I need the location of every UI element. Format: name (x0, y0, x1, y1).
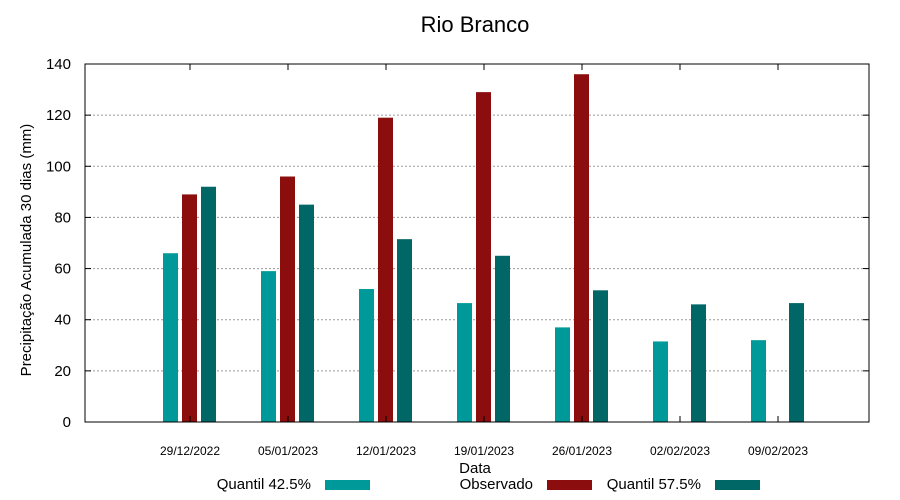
bar-observado (476, 92, 491, 422)
bar-observado (280, 176, 295, 422)
plot-frame (84, 63, 870, 423)
bars (163, 74, 804, 422)
y-tick-label: 60 (54, 261, 71, 278)
bar-quantil-57 (495, 255, 510, 422)
x-tick-label: 02/02/2023 (650, 444, 710, 458)
legend-swatch (325, 480, 370, 490)
bar-observado (574, 74, 589, 422)
bar-observado (378, 117, 393, 422)
x-tick-label: 12/01/2023 (356, 444, 416, 458)
x-tick-label: 19/01/2023 (454, 444, 514, 458)
x-axis: 29/12/2022 05/01/2023 12/01/2023 19/01/2023… (160, 64, 808, 458)
chart-title: Rio Branco (421, 12, 530, 37)
legend-label: Observado (460, 476, 533, 493)
y-tick-label: 0 (63, 414, 71, 431)
bar-quantil-42 (457, 303, 472, 422)
x-tick-label: 05/01/2023 (258, 444, 318, 458)
legend-label: Quantil 57.5% (607, 476, 701, 493)
legend: Quantil 42.5% Observado Quantil 57.5% (217, 476, 760, 493)
x-tick-label: 09/02/2023 (748, 444, 808, 458)
y-tick-label: 80 (54, 209, 71, 226)
y-tick-label: 40 (54, 312, 71, 329)
bar-quantil-42 (751, 340, 766, 422)
bar-quantil-42 (261, 271, 276, 422)
bar-quantil-57 (593, 290, 608, 422)
y-axis: 0 20 40 60 80 100 120 140 (46, 56, 869, 431)
x-tick-label: 29/12/2022 (160, 444, 220, 458)
y-tick-label: 100 (46, 158, 71, 175)
y-tick-label: 120 (46, 107, 71, 124)
bar-quantil-57 (691, 304, 706, 422)
x-tick-label: 26/01/2023 (552, 444, 612, 458)
y-tick-label: 20 (54, 363, 71, 380)
y-tick-label: 140 (46, 56, 71, 73)
bar-quantil-42 (359, 289, 374, 422)
legend-label: Quantil 42.5% (217, 476, 311, 493)
bar-quantil-57 (201, 186, 216, 422)
bar-quantil-42 (163, 253, 178, 422)
y-axis-label: Precipitação Acumulada 30 dias (mm) (18, 124, 35, 377)
legend-swatch (547, 480, 592, 490)
bar-quantil-42 (555, 327, 570, 422)
bar-observado (182, 194, 197, 422)
x-axis-label: Data (459, 460, 491, 477)
bar-quantil-42 (653, 341, 668, 422)
bar-quantil-57 (789, 303, 804, 422)
bar-quantil-57 (299, 204, 314, 422)
legend-swatch (715, 480, 760, 490)
bar-quantil-57 (397, 239, 412, 422)
